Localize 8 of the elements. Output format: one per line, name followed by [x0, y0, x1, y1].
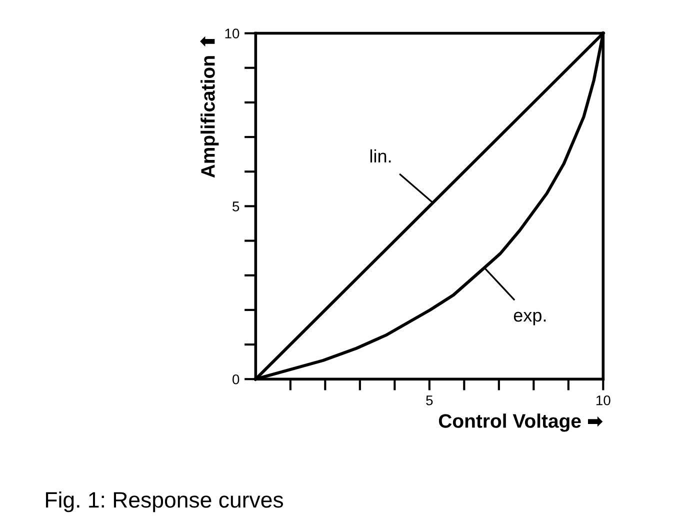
caption: Fig. 1: Response curves	[46, 491, 284, 512]
x-axis-title: Control Voltage ➡	[438, 414, 603, 432]
y-tick-label: 0	[232, 374, 240, 384]
y-tick-label: 5	[232, 202, 240, 212]
annotation: lin.	[370, 149, 391, 162]
y-axis-title: Amplification ⬆	[200, 36, 219, 178]
y-tick-label: 10	[225, 28, 240, 38]
annotation: exp.	[514, 312, 546, 326]
